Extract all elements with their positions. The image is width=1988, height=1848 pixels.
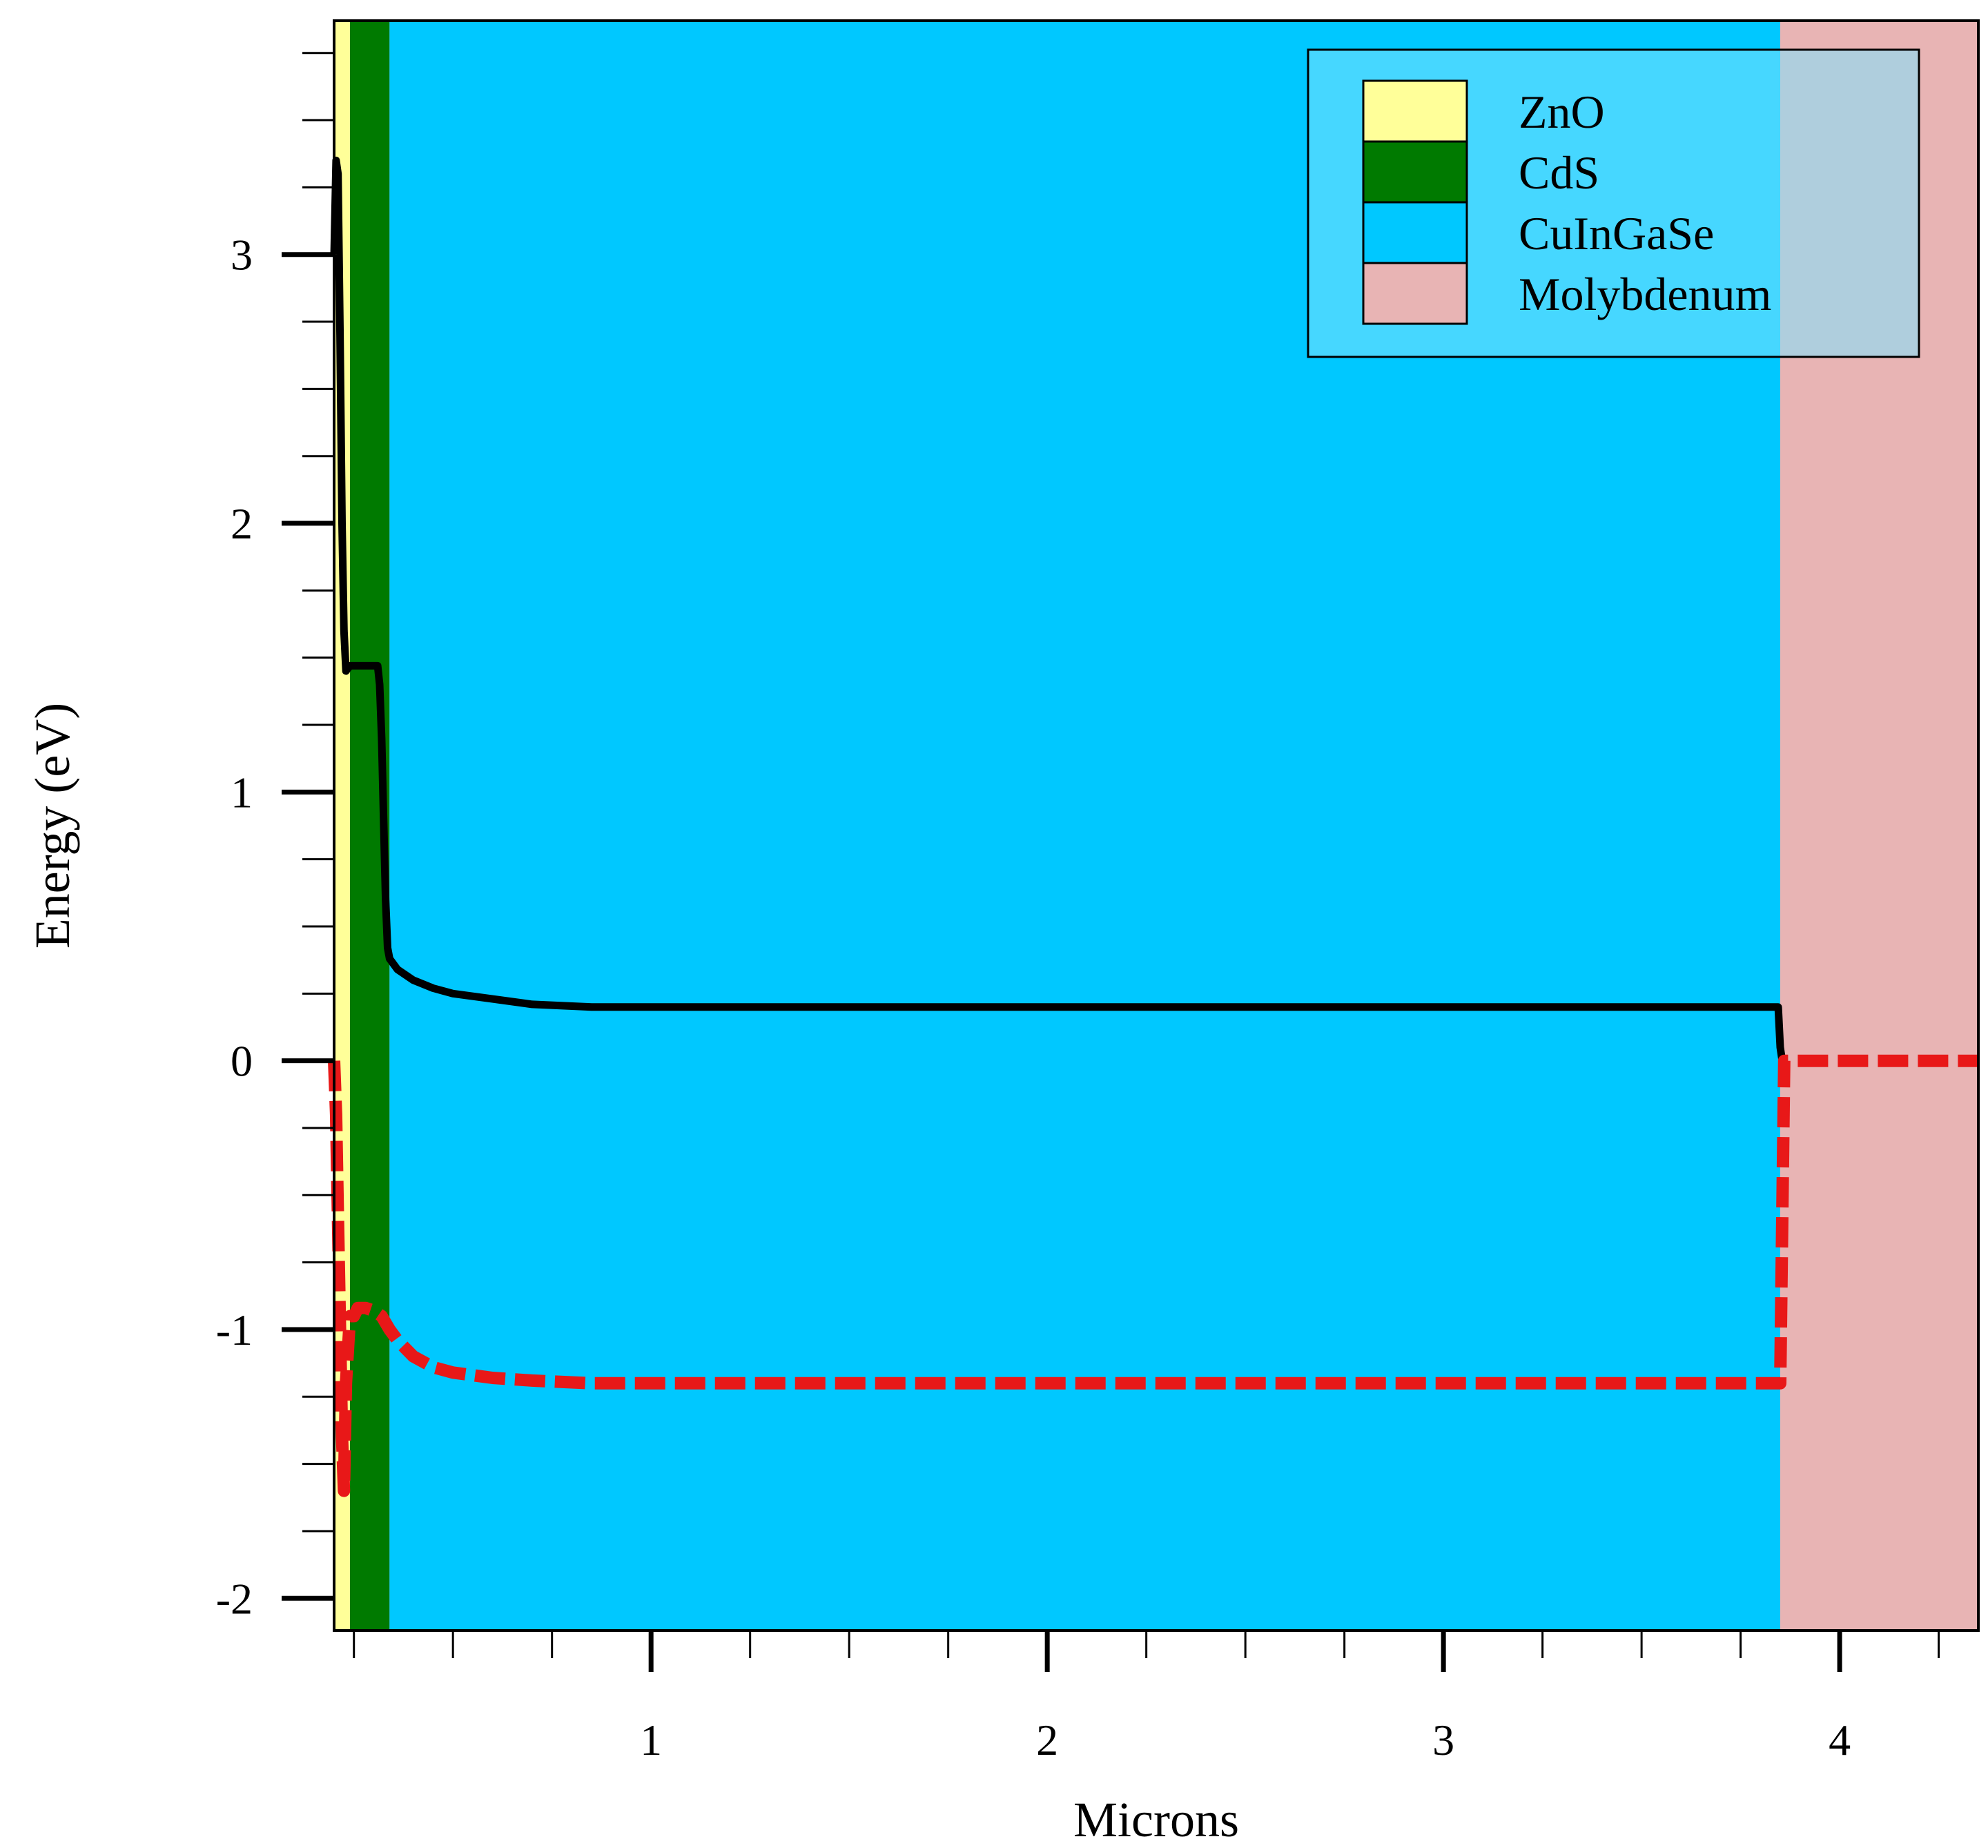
- axis-ticks: -2 -1 0 1 2 3 1 2 3 4: [216, 52, 1940, 1764]
- legend-swatch: [1362, 79, 1468, 143]
- legend: ZnO CdS CuInGaSe Molybdenum: [1307, 48, 1920, 358]
- legend-entry-label: CuInGaSe: [1519, 207, 1714, 260]
- y-axis-title: Energy (eV): [25, 703, 80, 949]
- y-tick-label: -1: [216, 1305, 253, 1354]
- series-1-line: [328, 1054, 1978, 1497]
- legend-entry-label: Molybdenum: [1519, 268, 1771, 320]
- y-tick-label: 1: [231, 768, 253, 817]
- data-series: [328, 156, 1978, 1497]
- legend-entry-label: ZnO: [1519, 86, 1605, 138]
- x-tick-label: 4: [1829, 1715, 1851, 1764]
- plot-frame: [333, 19, 1980, 1632]
- x-tick-label: 3: [1432, 1715, 1454, 1764]
- legend-swatch: [1362, 140, 1468, 204]
- x-tick-label: 1: [640, 1715, 662, 1764]
- series-0-line: [330, 156, 1786, 1062]
- legend-swatch: [1362, 262, 1468, 325]
- legend-swatch: [1362, 201, 1468, 264]
- x-axis-title: Microns: [1073, 1792, 1239, 1847]
- x-tick-label: 2: [1036, 1715, 1058, 1764]
- y-tick-label: 3: [231, 231, 253, 280]
- y-tick-label: -2: [216, 1574, 253, 1623]
- legend-entry-label: CdS: [1519, 146, 1599, 199]
- y-tick-label: 2: [231, 499, 253, 548]
- y-tick-label: 0: [231, 1037, 253, 1086]
